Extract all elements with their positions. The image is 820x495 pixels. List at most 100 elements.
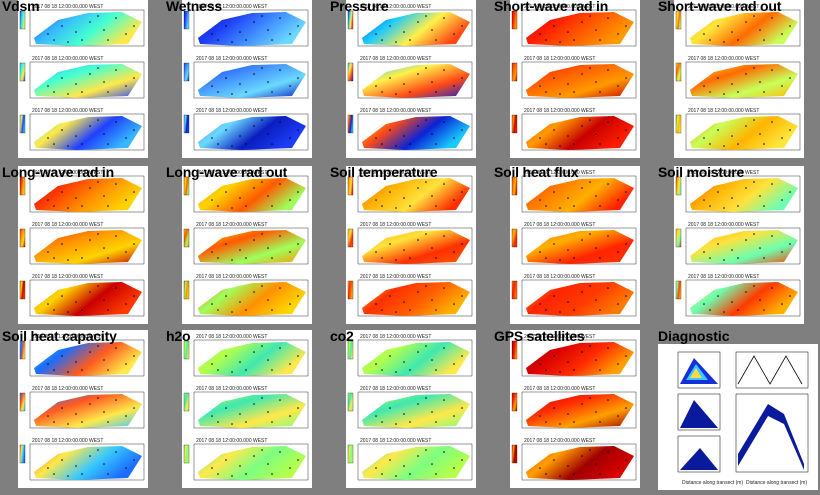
map-image: 2017 08 18 12:00:00.000 WEST xyxy=(183,274,309,317)
colorbar xyxy=(19,280,26,300)
panel-tile: Wetness 2017 08 18 12:00:00.000 WEST 2017 … xyxy=(164,0,314,158)
map-subplot: 2017 08 18 12:00:00.000 WEST xyxy=(510,386,640,432)
field-area xyxy=(526,342,634,376)
map-subplot: 2017 08 18 12:00:00.000 WEST xyxy=(18,274,148,320)
map-image: 2017 08 18 12:00:00.000 WEST xyxy=(511,108,637,151)
field-area xyxy=(690,12,798,46)
diagnostic-sheet: Distance along transect (m) Distance alo… xyxy=(658,344,818,490)
map-subplot: 2017 08 18 12:00:00.000 WEST xyxy=(346,170,476,216)
subplot-header: 2017 08 18 12:00:00.000 WEST xyxy=(360,334,431,340)
colorbar xyxy=(183,176,190,196)
field-area xyxy=(198,12,306,46)
colorbar xyxy=(19,114,26,134)
subplot-header: 2017 08 18 12:00:00.000 WEST xyxy=(524,438,595,444)
subplot-header: 2017 08 18 12:00:00.000 WEST xyxy=(360,274,431,280)
panel-title: Soil temperature xyxy=(330,164,438,180)
map-image: 2017 08 18 12:00:00.000 WEST xyxy=(19,386,145,429)
map-subplot: 2017 08 18 12:00:00.000 WEST xyxy=(674,108,804,154)
diag-left-bottom xyxy=(677,435,721,473)
map-subplot: 2017 08 18 12:00:00.000 WEST xyxy=(346,108,476,154)
map-subplot: 2017 08 18 12:00:00.000 WEST xyxy=(346,438,476,484)
panel-title: Soil heat flux xyxy=(494,164,579,180)
field-area xyxy=(690,282,798,316)
map-image: 2017 08 18 12:00:00.000 WEST xyxy=(511,4,637,47)
diag-left-top xyxy=(677,351,721,389)
subplot-header: 2017 08 18 12:00:00.000 WEST xyxy=(524,56,595,62)
field-area xyxy=(198,116,306,150)
map-image: 2017 08 18 12:00:00.000 WEST xyxy=(183,56,309,99)
field-area xyxy=(198,394,306,428)
map-image: 2017 08 18 12:00:00.000 WEST xyxy=(511,438,637,481)
colorbar xyxy=(511,176,518,196)
map-image: 2017 08 18 12:00:00.000 WEST xyxy=(347,334,473,377)
map-subplot: 2017 08 18 12:00:00.000 WEST xyxy=(18,4,148,50)
field-area xyxy=(362,116,470,150)
field-area xyxy=(690,64,798,98)
panel-sheet: 2017 08 18 12:00:00.000 WEST 2017 08 18 1… xyxy=(346,166,476,324)
map-subplot: 2017 08 18 12:00:00.000 WEST xyxy=(346,386,476,432)
map-image: 2017 08 18 12:00:00.000 WEST xyxy=(183,438,309,481)
map-image: 2017 08 18 12:00:00.000 WEST xyxy=(347,386,473,429)
field-area xyxy=(362,342,470,376)
map-subplot: 2017 08 18 12:00:00.000 WEST xyxy=(346,274,476,320)
colorbar xyxy=(675,114,682,134)
subplot-header: 2017 08 18 12:00:00.000 WEST xyxy=(360,56,431,62)
subplot-header: 2017 08 18 12:00:00.000 WEST xyxy=(196,386,267,392)
map-subplot: 2017 08 18 12:00:00.000 WEST xyxy=(510,4,640,50)
colorbar xyxy=(19,228,26,248)
map-image: 2017 08 18 12:00:00.000 WEST xyxy=(347,56,473,99)
panel-tile: h2o 2017 08 18 12:00:00.000 WEST 2017 08 1… xyxy=(164,328,314,488)
map-subplot: 2017 08 18 12:00:00.000 WEST xyxy=(510,108,640,154)
colorbar xyxy=(183,444,190,464)
map-subplot: 2017 08 18 12:00:00.000 WEST xyxy=(510,334,640,380)
field-area xyxy=(362,446,470,480)
map-image: 2017 08 18 12:00:00.000 WEST xyxy=(19,334,145,377)
subplot-header: 2017 08 18 12:00:00.000 WEST xyxy=(196,274,267,280)
subplot-header: 2017 08 18 12:00:00.000 WEST xyxy=(196,334,267,340)
subplot-header: 2017 08 18 12:00:00.000 WEST xyxy=(32,438,103,444)
panel-title: Soil heat capacity xyxy=(2,328,117,344)
panel-title: h2o xyxy=(166,328,191,344)
subplot-header: 2017 08 18 12:00:00.000 WEST xyxy=(688,4,759,10)
subplot-header: 2017 08 18 12:00:00.000 WEST xyxy=(32,108,103,114)
subplot-header: 2017 08 18 12:00:00.000 WEST xyxy=(196,56,267,62)
subplot-header: 2017 08 18 12:00:00.000 WEST xyxy=(524,386,595,392)
map-image: 2017 08 18 12:00:00.000 WEST xyxy=(19,438,145,481)
diagnostic-plots: Distance along transect (m) Distance alo… xyxy=(677,351,809,486)
panel-tile: Vdsm 2017 08 18 12:00:00.000 WEST 2017 08 … xyxy=(0,0,150,158)
subplot-header: 2017 08 18 12:00:00.000 WEST xyxy=(524,222,595,228)
subplot-header: 2017 08 18 12:00:00.000 WEST xyxy=(32,4,103,10)
map-image: 2017 08 18 12:00:00.000 WEST xyxy=(19,56,145,99)
map-subplot: 2017 08 18 12:00:00.000 WEST xyxy=(182,56,312,102)
map-subplot: 2017 08 18 12:00:00.000 WEST xyxy=(18,56,148,102)
panel-sheet: 2017 08 18 12:00:00.000 WEST 2017 08 18 1… xyxy=(346,0,476,158)
subplot-header: 2017 08 18 12:00:00.000 WEST xyxy=(688,108,759,114)
panel-sheet: 2017 08 18 12:00:00.000 WEST 2017 08 18 1… xyxy=(510,0,640,158)
map-subplot: 2017 08 18 12:00:00.000 WEST xyxy=(346,56,476,102)
field-area xyxy=(690,230,798,264)
panel-title: Pressure xyxy=(330,0,389,14)
diag-left-mid xyxy=(677,393,721,431)
map-image: 2017 08 18 12:00:00.000 WEST xyxy=(511,386,637,429)
field-area xyxy=(526,446,634,480)
map-image: 2017 08 18 12:00:00.000 WEST xyxy=(511,56,637,99)
map-subplot: 2017 08 18 12:00:00.000 WEST xyxy=(182,274,312,320)
map-subplot: 2017 08 18 12:00:00.000 WEST xyxy=(346,4,476,50)
diagnostic-title: Diagnostic xyxy=(658,328,730,344)
field-area xyxy=(526,178,634,212)
panel-tile: GPS satellites 2017 08 18 12:00:00.000 WE… xyxy=(492,328,642,488)
field-area xyxy=(526,64,634,98)
field-area xyxy=(34,230,142,264)
map-subplot: 2017 08 18 12:00:00.000 WEST xyxy=(18,222,148,268)
colorbar xyxy=(675,62,682,82)
field-area xyxy=(690,116,798,150)
map-image: 2017 08 18 12:00:00.000 WEST xyxy=(675,56,801,99)
panel-sheet: 2017 08 18 12:00:00.000 WEST 2017 08 18 1… xyxy=(510,166,640,324)
map-image: 2017 08 18 12:00:00.000 WEST xyxy=(183,108,309,151)
field-area xyxy=(34,64,142,98)
panel-tile: Soil temperature 2017 08 18 12:00:00.000 … xyxy=(328,164,478,324)
map-subplot: 2017 08 18 12:00:00.000 WEST xyxy=(182,438,312,484)
map-image: 2017 08 18 12:00:00.000 WEST xyxy=(347,108,473,151)
panel-title: Short-wave rad out xyxy=(658,0,782,14)
panel-sheet: 2017 08 18 12:00:00.000 WEST 2017 08 18 1… xyxy=(182,0,312,158)
